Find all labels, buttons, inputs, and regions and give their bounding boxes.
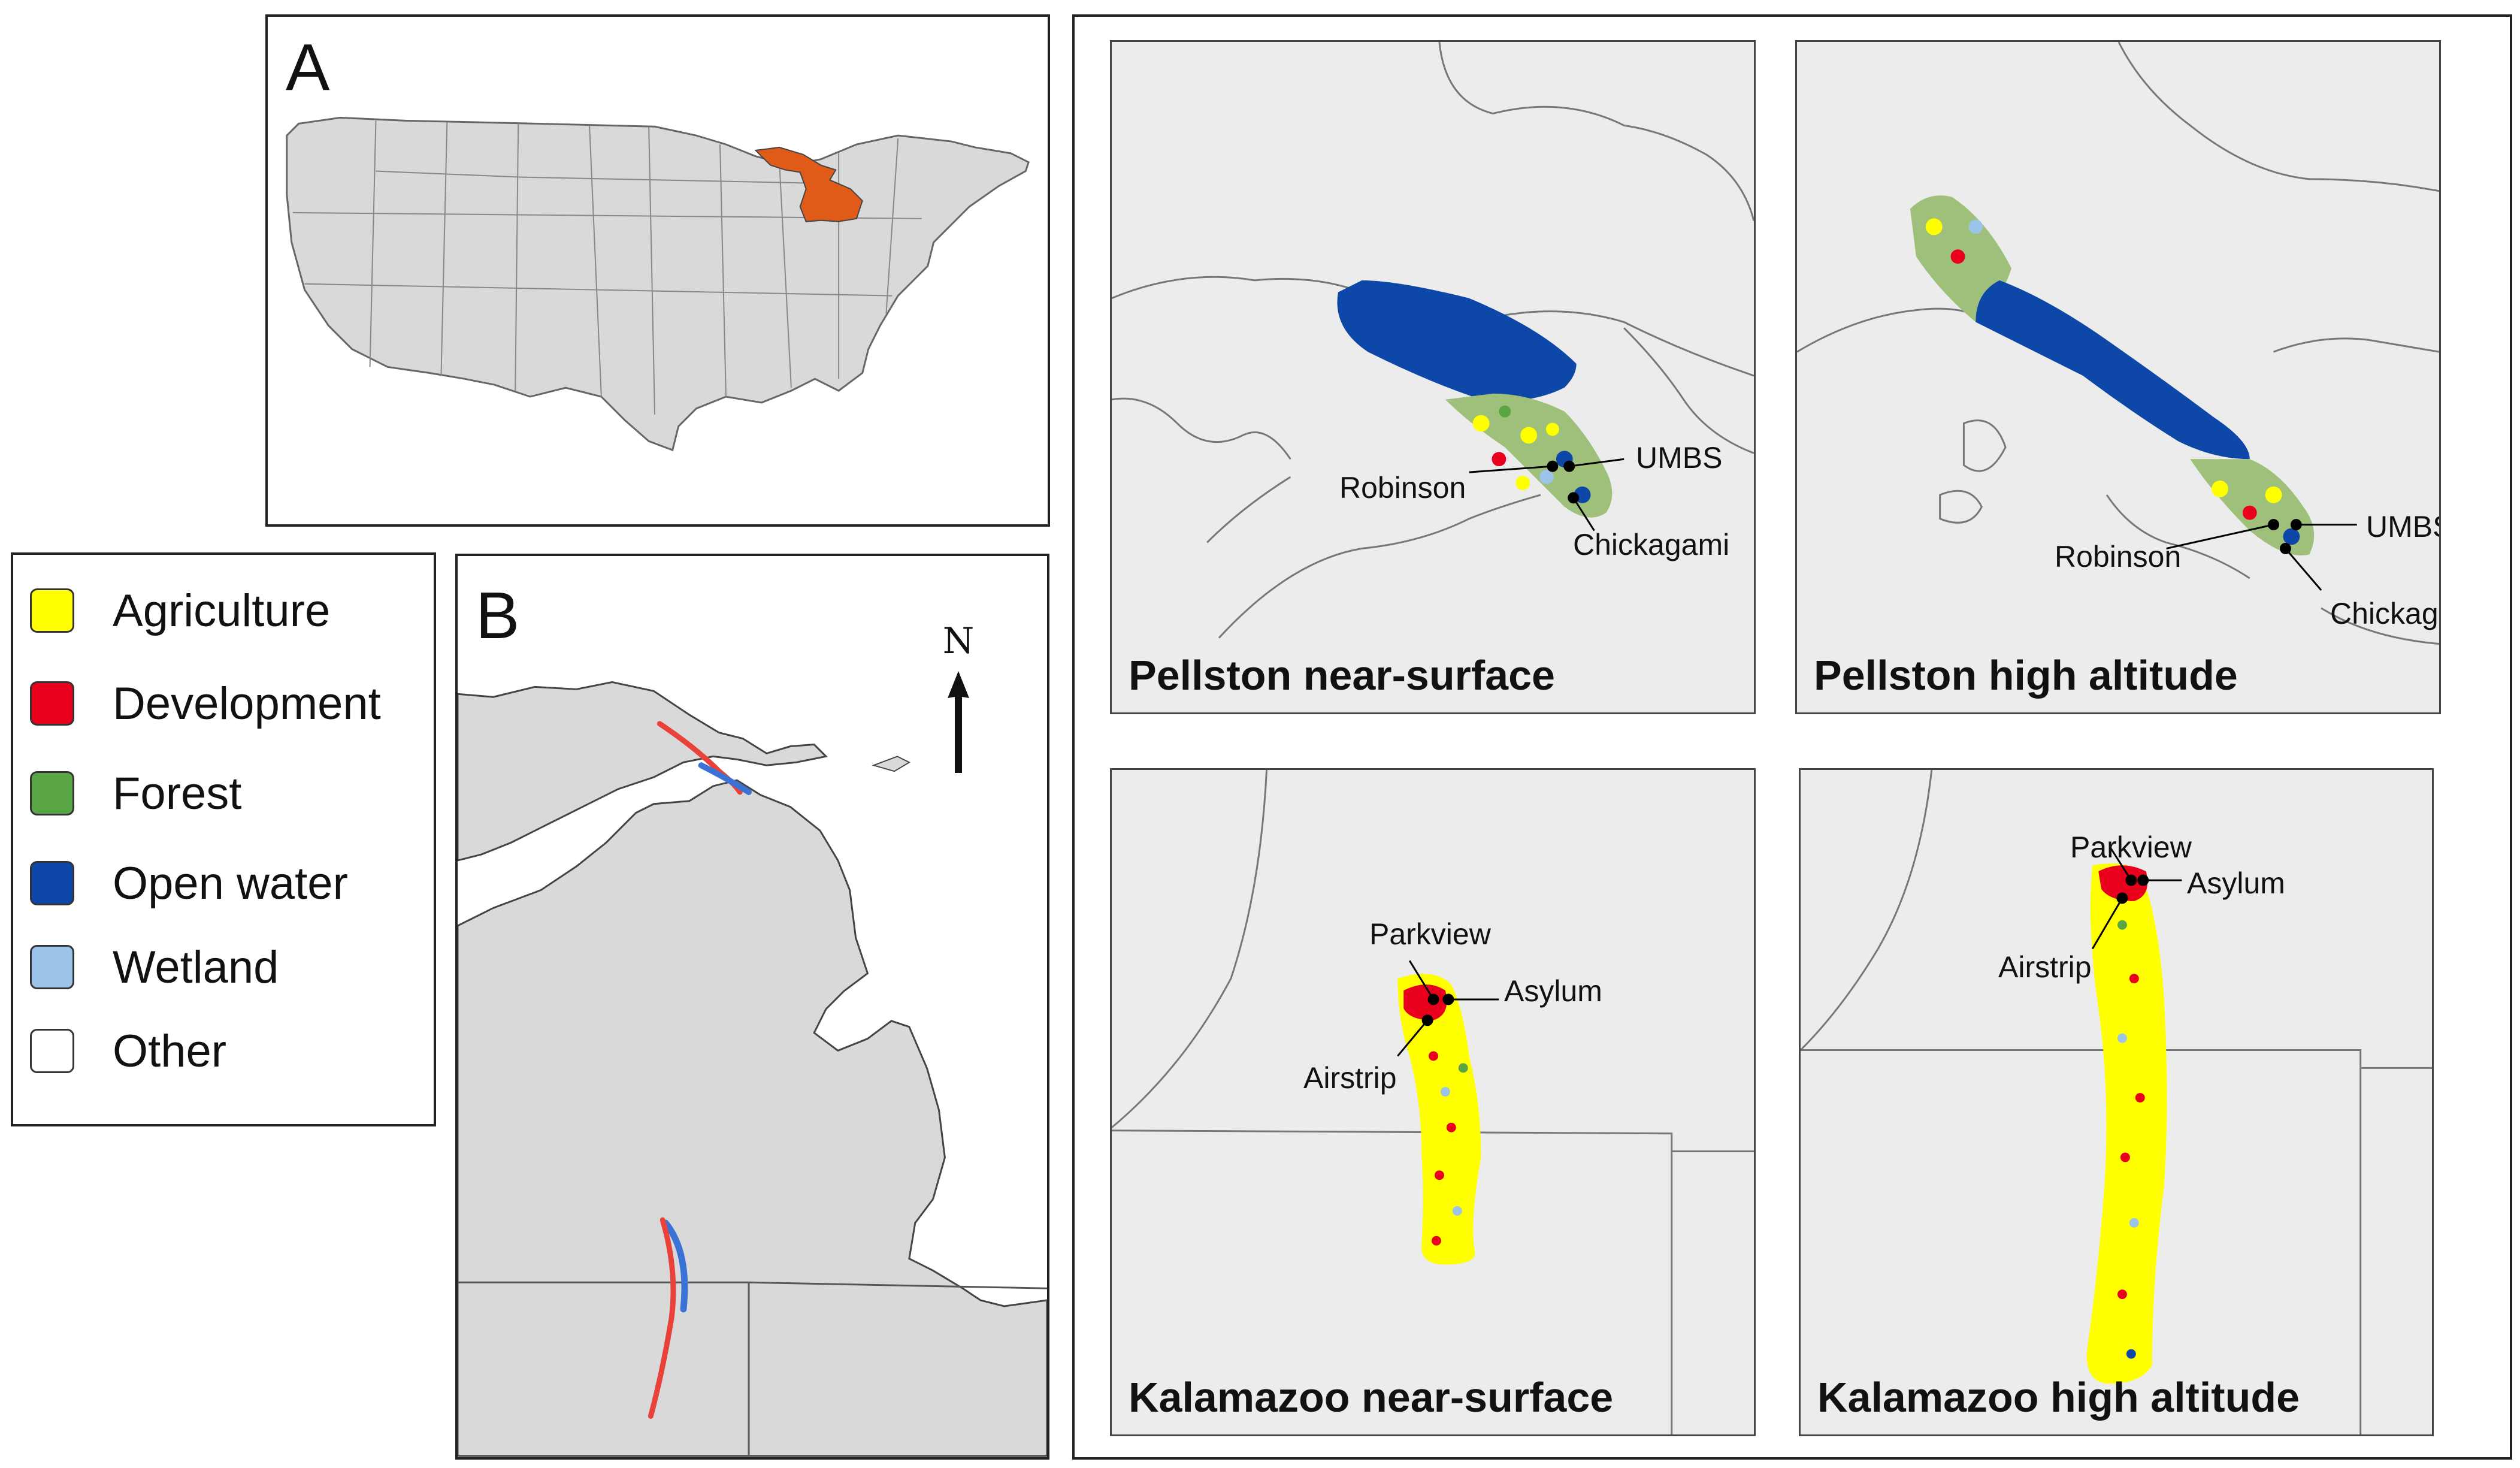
legend-item-agriculture: Agriculture (30, 584, 330, 638)
site-markers (2091, 847, 2182, 950)
north-label: N (942, 620, 975, 662)
footprint-open-water-area (1337, 280, 1577, 401)
legend-item-open-water: Open water (30, 856, 348, 910)
legend-swatch-open-water (30, 861, 74, 905)
kalamazoo-near-surface-footprint (648, 1217, 676, 1419)
legend-swatch-wetland (30, 945, 74, 989)
footprint-open-water-area (1976, 280, 2250, 460)
legend-swatch-forest (30, 771, 74, 815)
map-pellston-high-altitude: Robinson UMBS Chickagami Pellston high a… (1795, 40, 2441, 714)
legend-label: Forest (113, 768, 242, 819)
legend-item-other: Other (30, 1024, 226, 1078)
map-title: Kalamazoo near-surface (1129, 1374, 1614, 1421)
panel-a-label: A (286, 31, 330, 104)
legend-item-wetland: Wetland (30, 940, 279, 994)
map-title: Kalamazoo high altitude (1817, 1374, 2300, 1421)
legend-label: Wetland (113, 941, 279, 993)
footprint-land-area (2086, 863, 2167, 1384)
legend-label: Open water (113, 857, 348, 909)
us-states-map (286, 116, 1030, 452)
panel-b-label: B (476, 579, 520, 653)
land-cover-legend: Agriculture Development Forest Open wate… (11, 552, 436, 1126)
site-label-asylum: Asylum (1504, 974, 1602, 1008)
site-label-airstrip: Airstrip (1998, 950, 2092, 984)
site-label-robinson: Robinson (1339, 471, 1466, 505)
development-cluster (2098, 865, 2148, 901)
north-arrow: N (940, 620, 976, 776)
map-kalamazoo-high-altitude: Parkview Asylum Airstrip Kalamazoo high … (1799, 768, 2434, 1436)
legend-item-forest: Forest (30, 766, 241, 820)
site-markers (2166, 519, 2357, 591)
site-label-umbs: UMBS (2366, 510, 2439, 543)
site-label-robinson: Robinson (2055, 540, 2182, 573)
development-cluster (1403, 984, 1447, 1020)
map-title: Pellston near-surface (1129, 652, 1555, 699)
legend-swatch-development (30, 681, 74, 726)
site-label-parkview: Parkview (2070, 830, 2192, 864)
michigan-map (458, 681, 1047, 1457)
site-label-umbs: UMBS (1636, 441, 1723, 475)
map-kalamazoo-near-surface: Parkview Asylum Airstrip Kalamazoo near-… (1110, 768, 1756, 1436)
footprint-land-cover-speckle (1925, 218, 2300, 545)
legend-item-development: Development (30, 676, 381, 730)
kalamazoo-high-altitude-footprint (662, 1219, 688, 1313)
site-label-chickagami: Chickagami (2330, 597, 2439, 630)
north-arrow-icon (948, 671, 969, 773)
state-borders (458, 1281, 1047, 1456)
lower-peninsula (458, 779, 1047, 1457)
map-title: Pellston high altitude (1814, 652, 2238, 699)
upper-peninsula (458, 681, 828, 862)
pellston-high-altitude-footprint (698, 762, 752, 795)
site-label-asylum: Asylum (2187, 866, 2285, 900)
legend-label: Development (113, 678, 381, 729)
legend-label: Agriculture (113, 585, 331, 636)
kalamazoo-high-altitude-map-svg (1801, 770, 2432, 1434)
kalamazoo-near-surface-map-svg (1112, 770, 1754, 1434)
site-label-airstrip: Airstrip (1303, 1061, 1397, 1095)
pellston-near-surface-map-svg (1112, 42, 1754, 639)
legend-label: Other (113, 1025, 227, 1077)
footprint-land-cover-speckle (2117, 920, 2145, 1359)
footprint-land-area (1397, 974, 1481, 1265)
footprint-land-cover-speckle (1429, 1051, 1468, 1246)
map-pellston-near-surface: Robinson UMBS Chickagami Pellston near-s… (1110, 40, 1756, 714)
legend-swatch-agriculture (30, 588, 74, 633)
legend-swatch-other (30, 1029, 74, 1073)
site-label-chickagami: Chickagami (1573, 528, 1730, 561)
pellston-high-altitude-map-svg (1797, 42, 2439, 645)
panel-a-us-map: A (265, 14, 1050, 527)
site-label-parkview: Parkview (1369, 917, 1491, 951)
panel-b-michigan-map: B (455, 554, 1049, 1460)
site-markers (1397, 960, 1499, 1057)
site-markers (1469, 458, 1624, 531)
us-land (286, 116, 1030, 452)
michigan-state (754, 146, 863, 222)
